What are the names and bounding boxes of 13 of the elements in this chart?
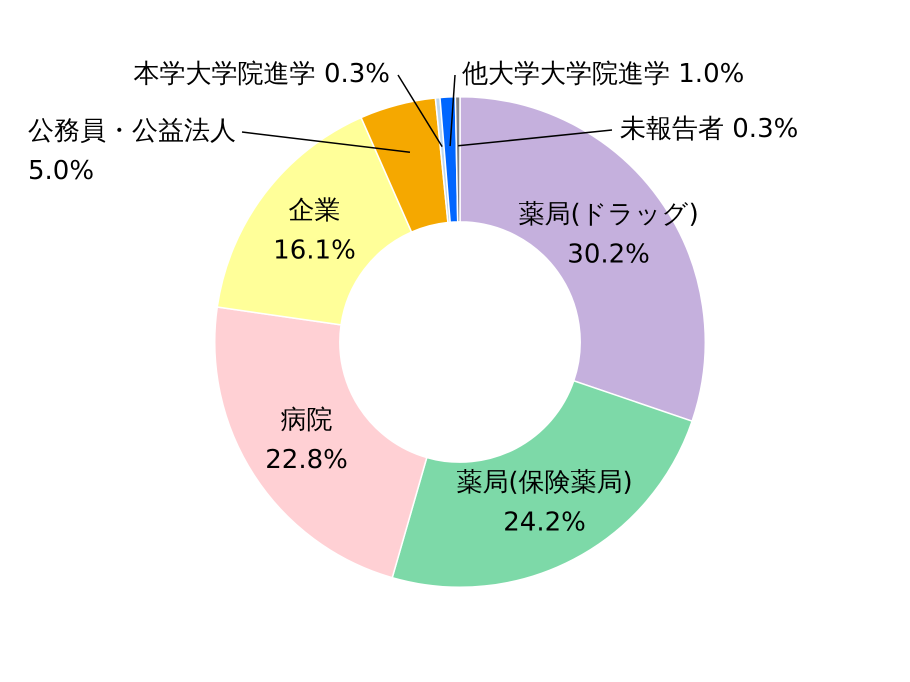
slice-label: 他大学大学院進学 1.0% — [462, 58, 744, 89]
slice-label: 未報告者 0.3% — [620, 114, 798, 144]
slice-label: 薬局(保険薬局) — [456, 468, 633, 498]
data-label: 5.0% — [28, 156, 94, 186]
slice-label: 病院 — [280, 404, 333, 435]
slice-label: 公務員・公益法人 — [28, 116, 236, 146]
data-label: 22.8% — [265, 444, 348, 475]
data-label: 16.1% — [273, 235, 356, 266]
slice-label: 薬局(ドラッグ) — [518, 199, 699, 230]
slice-label: 本学大学院進学 0.3% — [134, 58, 390, 89]
data-label: 30.2% — [567, 239, 650, 270]
data-label: 24.2% — [503, 508, 586, 538]
slice-label: 企業 — [288, 195, 340, 226]
